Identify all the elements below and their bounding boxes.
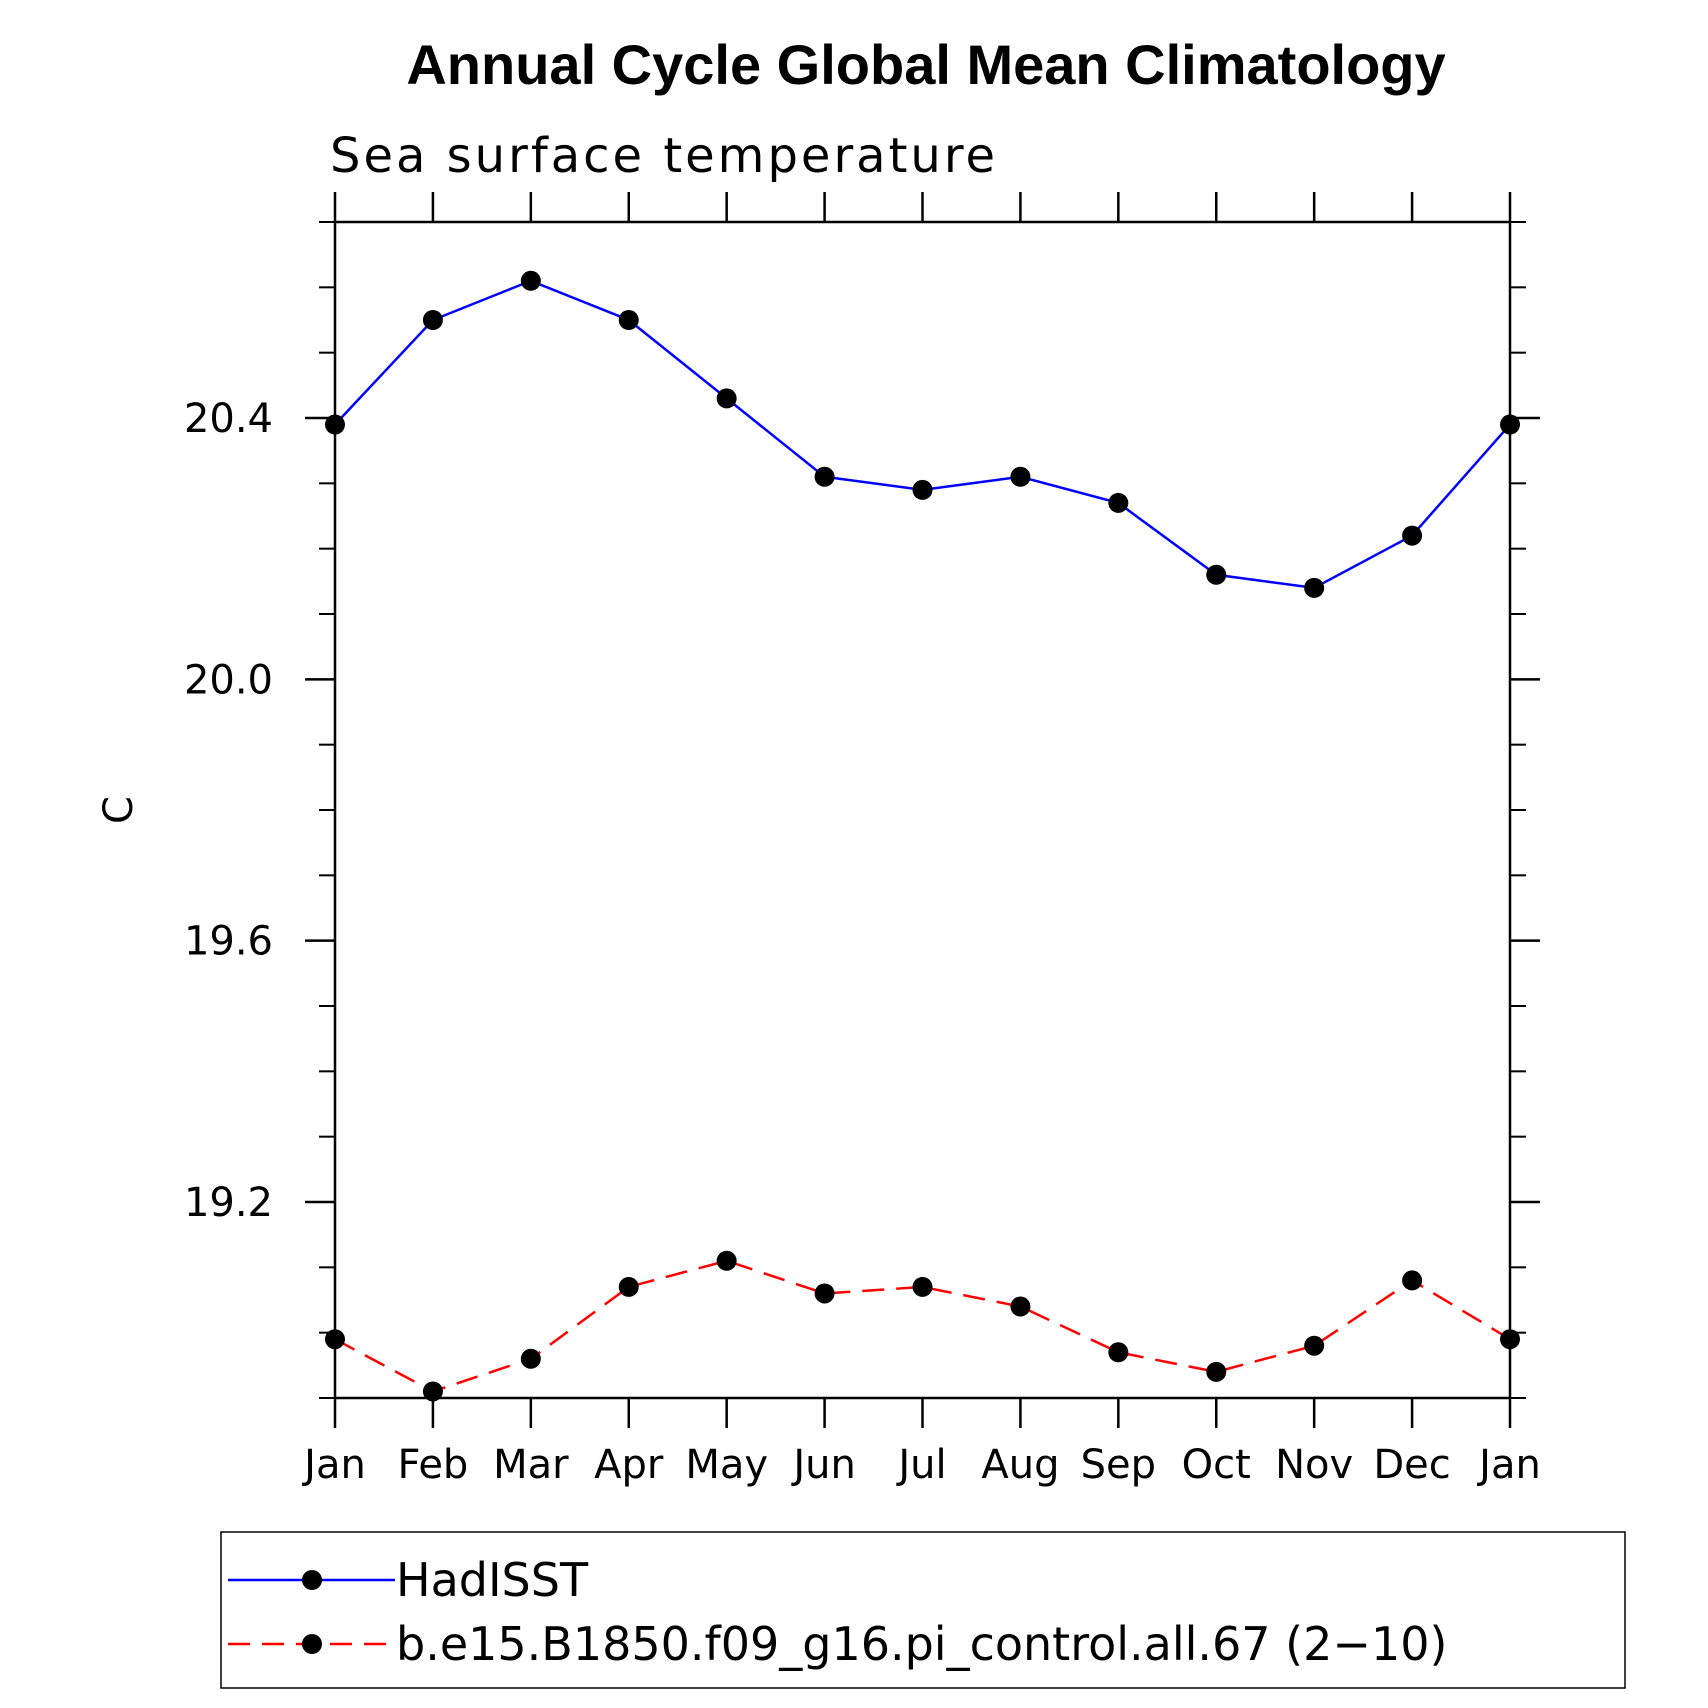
legend-marker bbox=[302, 1634, 322, 1654]
data-point bbox=[520, 270, 541, 291]
axis-ticks bbox=[305, 192, 1540, 1428]
x-tick-label: Dec bbox=[1373, 1442, 1450, 1488]
legend-box bbox=[220, 1531, 1626, 1689]
data-point bbox=[422, 1381, 443, 1402]
data-point bbox=[422, 310, 443, 330]
data-point bbox=[1206, 564, 1227, 585]
data-point bbox=[716, 388, 737, 409]
x-tick-label: Nov bbox=[1275, 1442, 1353, 1488]
data-point bbox=[325, 414, 345, 435]
data-point bbox=[1108, 1342, 1129, 1363]
x-tick-label: Mar bbox=[493, 1442, 569, 1488]
data-point bbox=[814, 466, 835, 487]
data-point bbox=[1304, 1335, 1325, 1356]
data-point bbox=[1206, 1361, 1227, 1382]
data-point bbox=[912, 1276, 933, 1297]
x-tick-label: Feb bbox=[398, 1442, 469, 1488]
series-layer bbox=[325, 270, 1520, 1402]
data-point bbox=[520, 1348, 541, 1369]
data-point bbox=[1108, 492, 1129, 513]
legend-label: b.e15.B1850.f09_g16.pi_control.all.67 (2… bbox=[396, 1617, 1447, 1671]
data-point bbox=[1402, 525, 1423, 546]
x-tick-label: Jul bbox=[895, 1442, 946, 1488]
data-point bbox=[1010, 466, 1031, 487]
x-tick-label: Jun bbox=[790, 1442, 856, 1488]
x-tick-label: Jan bbox=[1476, 1442, 1541, 1488]
legend-entry: HadISST bbox=[228, 1553, 589, 1607]
data-point bbox=[1010, 1296, 1031, 1317]
x-tick-label: Aug bbox=[981, 1442, 1059, 1488]
legend-marker bbox=[302, 1570, 322, 1590]
data-point bbox=[618, 1276, 639, 1297]
legend: HadISST b.e15.B1850.f09_g16.pi_control.al… bbox=[228, 1553, 1447, 1671]
x-tick-label: Sep bbox=[1081, 1442, 1156, 1488]
data-point bbox=[1500, 414, 1520, 435]
series-1 bbox=[325, 270, 1520, 598]
data-point bbox=[814, 1283, 835, 1304]
x-tick-label: Apr bbox=[594, 1442, 664, 1488]
data-point bbox=[1402, 1270, 1423, 1291]
series-line bbox=[334, 279, 1511, 590]
x-axis-tick-labels: Jan Feb Mar Apr May Jun Jul Aug Sep Oct Nov Dec Jan bbox=[301, 1442, 1541, 1488]
y-tick-label: 20.0 bbox=[184, 657, 273, 703]
data-point bbox=[716, 1250, 737, 1271]
chart-subtitle: Sea surface temperature bbox=[330, 128, 998, 184]
chart-title: Annual Cycle Global Mean Climatology bbox=[406, 33, 1445, 96]
legend-label: HadISST bbox=[396, 1553, 589, 1607]
data-point bbox=[1304, 577, 1325, 598]
y-axis-tick-labels: 19.2 19.6 20.0 20.4 bbox=[184, 396, 273, 1226]
series-2 bbox=[325, 1250, 1520, 1402]
data-point bbox=[618, 310, 639, 330]
y-axis-label: C bbox=[96, 796, 142, 824]
data-point bbox=[325, 1329, 345, 1350]
x-tick-label: May bbox=[685, 1442, 768, 1488]
x-tick-label: Jan bbox=[301, 1442, 366, 1488]
data-point bbox=[1500, 1329, 1520, 1350]
y-tick-label: 19.6 bbox=[184, 919, 273, 965]
y-tick-label: 19.2 bbox=[184, 1180, 273, 1226]
x-tick-label: Oct bbox=[1182, 1442, 1251, 1488]
legend-entry: b.e15.B1850.f09_g16.pi_control.all.67 (2… bbox=[228, 1617, 1447, 1671]
plot-frame bbox=[333, 220, 1512, 1400]
data-point bbox=[912, 479, 933, 500]
y-tick-label: 20.4 bbox=[184, 396, 273, 442]
